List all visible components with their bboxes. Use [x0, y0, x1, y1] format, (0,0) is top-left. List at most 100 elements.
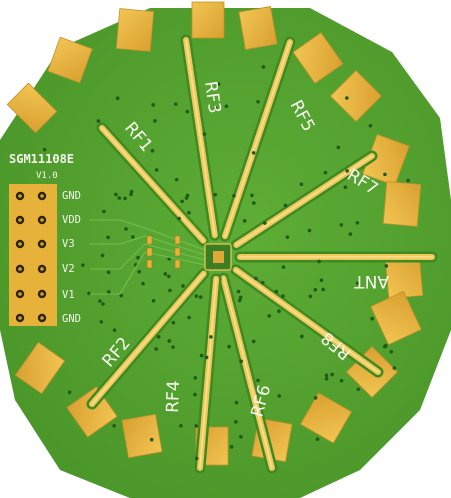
via — [330, 372, 335, 377]
smd-capacitor — [146, 247, 153, 257]
via — [198, 295, 203, 299]
via — [339, 378, 344, 383]
rf-trace-highlight — [224, 41, 291, 237]
via — [100, 253, 105, 258]
via — [112, 423, 116, 428]
pin-header — [9, 184, 57, 326]
header-pin-label-v3: V3 — [62, 238, 75, 250]
edge-ground-pad — [66, 386, 118, 438]
via — [392, 366, 397, 370]
rf-trace-highlight — [235, 269, 379, 373]
header-pin — [18, 242, 22, 246]
edge-ground-pad — [382, 181, 422, 227]
via — [234, 420, 238, 424]
via — [106, 235, 110, 240]
via — [227, 344, 231, 349]
header-pin — [40, 292, 44, 296]
control-line — [90, 251, 206, 295]
via — [101, 302, 105, 306]
via — [187, 315, 191, 320]
via — [216, 82, 221, 86]
via — [124, 227, 128, 231]
header-pin — [18, 218, 22, 222]
via — [300, 334, 304, 339]
via — [202, 132, 207, 136]
smd-capacitor — [146, 235, 153, 245]
port-label-rf3: RF3 — [200, 80, 224, 115]
via — [42, 147, 47, 152]
header-pin-label-vdd: VDD — [62, 214, 81, 226]
header-pin — [40, 316, 44, 320]
via — [141, 281, 145, 286]
via — [209, 335, 213, 339]
via — [261, 65, 266, 69]
board-name-label: SGM11108E — [9, 152, 74, 166]
edge-ground-pad — [121, 413, 163, 459]
via — [106, 270, 111, 275]
via — [277, 309, 281, 313]
header-pin — [18, 292, 22, 296]
via — [251, 339, 256, 344]
via — [355, 281, 360, 285]
via — [315, 437, 320, 441]
via — [281, 265, 286, 269]
header-pin — [40, 218, 44, 222]
via — [283, 203, 288, 208]
via — [383, 172, 387, 177]
via — [187, 210, 191, 215]
via — [237, 298, 242, 303]
rf-trace-highlight — [101, 127, 205, 242]
rf-trace-highlight — [185, 39, 216, 237]
via — [299, 182, 304, 187]
via — [81, 263, 85, 267]
via — [123, 196, 127, 201]
smd-capacitor — [174, 259, 181, 269]
via — [307, 228, 312, 233]
via — [194, 294, 199, 298]
edge-ground-pad — [370, 290, 422, 346]
via — [179, 423, 183, 428]
via — [370, 316, 374, 321]
header-pin — [18, 316, 22, 320]
via — [313, 396, 318, 400]
edge-ground-pad — [115, 8, 155, 52]
via — [323, 170, 328, 175]
via — [177, 216, 181, 221]
edge-ground-pad — [329, 69, 383, 123]
header-pin — [40, 267, 44, 271]
board-version-label: V1.0 — [36, 171, 58, 181]
via — [67, 390, 72, 395]
edge-ground-pad — [47, 36, 93, 84]
via — [181, 284, 185, 288]
via — [204, 355, 209, 360]
via — [339, 223, 344, 227]
via — [317, 259, 321, 264]
via — [213, 106, 218, 110]
via — [234, 400, 239, 405]
via — [199, 353, 204, 358]
via — [336, 145, 341, 150]
via — [151, 103, 155, 107]
via — [256, 378, 260, 383]
via — [150, 148, 155, 153]
via — [106, 290, 111, 294]
via — [254, 276, 258, 281]
via — [180, 199, 184, 204]
port-label-ant: ANT — [354, 271, 389, 291]
header-pin — [18, 194, 22, 198]
header-pin — [40, 242, 44, 246]
edge-ground-pad — [299, 392, 353, 444]
via — [154, 347, 158, 351]
via — [356, 387, 361, 392]
via — [242, 219, 247, 223]
via — [115, 96, 120, 101]
via — [193, 392, 197, 397]
edge-pads-layer — [6, 1, 424, 466]
rf-trace-highlight — [235, 155, 373, 246]
via — [389, 349, 394, 354]
via — [229, 445, 234, 449]
via — [185, 193, 190, 198]
via — [213, 192, 218, 197]
